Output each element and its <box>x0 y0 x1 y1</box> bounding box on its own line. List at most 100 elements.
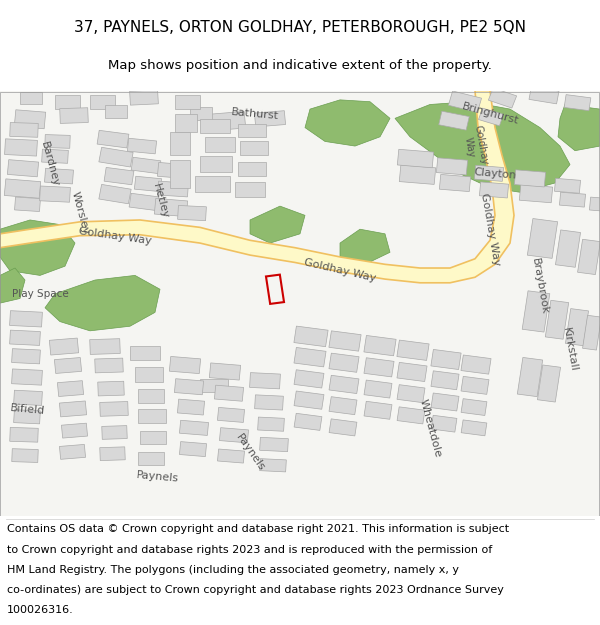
Polygon shape <box>395 102 570 192</box>
Bar <box>431 371 459 390</box>
Bar <box>209 111 246 131</box>
Bar <box>329 353 359 372</box>
Bar <box>488 88 517 108</box>
Bar <box>329 331 361 351</box>
Bar <box>7 159 38 177</box>
Bar <box>55 357 82 374</box>
Bar <box>554 178 581 193</box>
Bar <box>131 158 161 174</box>
Bar <box>99 184 131 204</box>
Bar <box>200 379 228 392</box>
Text: Bifield: Bifield <box>10 403 46 416</box>
Bar <box>4 179 41 198</box>
Text: Paynels: Paynels <box>136 470 179 484</box>
Bar <box>439 111 469 130</box>
Bar <box>294 348 326 367</box>
Text: Braybrook: Braybrook <box>530 258 550 316</box>
Bar <box>235 182 265 197</box>
Bar <box>364 357 394 377</box>
Bar <box>431 393 459 411</box>
Bar <box>238 124 266 137</box>
Bar <box>479 182 509 198</box>
Bar <box>364 336 396 356</box>
Bar <box>397 340 429 361</box>
Bar <box>95 358 123 373</box>
Bar <box>220 428 248 443</box>
Bar <box>169 356 200 374</box>
Bar <box>583 316 600 350</box>
Bar <box>517 357 542 397</box>
Bar <box>195 176 230 192</box>
Bar <box>397 407 425 424</box>
Bar <box>175 95 200 109</box>
Bar <box>127 138 157 154</box>
Bar <box>102 426 127 439</box>
Bar <box>10 122 38 138</box>
Bar <box>397 149 434 168</box>
Text: Goldhay Way: Goldhay Way <box>78 226 152 247</box>
Bar <box>10 428 38 442</box>
Bar <box>11 369 43 385</box>
Bar <box>170 160 190 188</box>
Text: Goldhay Way: Goldhay Way <box>303 258 377 284</box>
Bar <box>10 330 40 346</box>
Bar <box>90 339 120 354</box>
Bar <box>254 395 283 410</box>
Bar <box>20 91 42 104</box>
Bar <box>294 370 324 388</box>
Bar <box>329 419 357 436</box>
Bar <box>522 291 550 332</box>
Bar <box>266 274 284 304</box>
Text: Bardney: Bardney <box>39 141 61 188</box>
Bar <box>431 415 457 432</box>
Bar <box>138 409 166 423</box>
Bar <box>254 111 286 127</box>
Bar <box>100 401 128 416</box>
Bar <box>90 95 115 109</box>
Polygon shape <box>0 268 25 303</box>
Bar <box>98 381 124 396</box>
Polygon shape <box>45 276 160 331</box>
Polygon shape <box>305 100 390 146</box>
Text: Goldhay Way: Goldhay Way <box>479 192 502 266</box>
Bar <box>190 107 212 120</box>
Text: co-ordinates) are subject to Crown copyright and database rights 2023 Ordnance S: co-ordinates) are subject to Crown copyr… <box>7 585 504 595</box>
Bar <box>260 438 289 452</box>
Bar <box>104 168 134 185</box>
Bar <box>178 206 206 221</box>
Bar <box>105 106 127 118</box>
Bar <box>154 198 188 217</box>
Bar <box>55 95 80 109</box>
Bar <box>44 168 73 184</box>
Bar <box>461 376 489 394</box>
Bar <box>130 346 160 361</box>
Bar <box>205 137 235 152</box>
Bar <box>514 170 545 187</box>
Bar <box>5 139 37 156</box>
Bar <box>294 326 328 347</box>
Bar <box>134 176 161 192</box>
Bar <box>179 420 209 436</box>
Bar <box>448 91 482 112</box>
Bar <box>461 355 491 374</box>
Bar <box>578 239 600 274</box>
Bar <box>138 452 164 465</box>
Bar <box>41 149 68 163</box>
Text: Play Space: Play Space <box>11 289 68 299</box>
Bar <box>364 401 392 419</box>
Bar <box>61 423 88 438</box>
Bar <box>257 417 284 431</box>
Bar <box>564 94 591 111</box>
Bar <box>179 442 206 457</box>
Text: 100026316.: 100026316. <box>7 605 74 615</box>
Bar <box>559 192 586 207</box>
Bar <box>14 197 40 211</box>
Text: Kirkstall: Kirkstall <box>561 326 579 372</box>
Bar <box>260 459 286 472</box>
Text: 37, PAYNELS, ORTON GOLDHAY, PETERBOROUGH, PE2 5QN: 37, PAYNELS, ORTON GOLDHAY, PETERBOROUGH… <box>74 19 526 34</box>
Bar <box>135 367 163 382</box>
Bar <box>240 141 268 155</box>
Bar <box>170 132 190 155</box>
Text: Wheatdole: Wheatdole <box>418 398 443 458</box>
Bar <box>100 447 125 461</box>
